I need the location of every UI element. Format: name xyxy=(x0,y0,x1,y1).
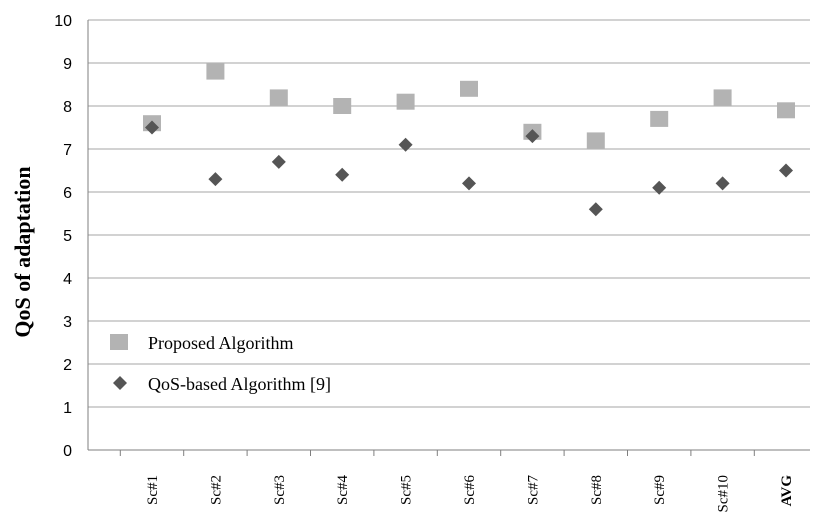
diamond-marker xyxy=(715,176,730,191)
x-tick-label: AVG xyxy=(779,475,795,507)
x-tick-label: Sc#4 xyxy=(335,475,351,506)
x-tick-labels: Sc#1 Sc#2 Sc#3 Sc#4 Sc#5 Sc#6 Sc#7 Sc#8 Sc#9 Sc#1… xyxy=(145,475,795,513)
y-tick-label: 9 xyxy=(63,56,72,73)
diamond-marker xyxy=(398,137,413,152)
y-tick-labels: 0 1 2 3 4 5 6 7 8 9 10 xyxy=(54,13,72,460)
square-marker xyxy=(650,110,669,127)
data-series xyxy=(143,63,795,217)
x-tick-label: Sc#5 xyxy=(399,475,415,505)
square-marker xyxy=(269,89,288,106)
square-marker xyxy=(206,63,225,80)
legend-square-icon xyxy=(110,334,128,350)
diamond-marker xyxy=(462,176,476,191)
y-tick-label: 2 xyxy=(63,357,72,374)
diamond-marker xyxy=(525,129,540,144)
y-tick-label: 6 xyxy=(63,185,72,202)
diamond-marker xyxy=(208,172,223,187)
square-marker xyxy=(586,132,605,149)
square-marker xyxy=(396,93,415,110)
diamond-marker xyxy=(588,202,603,217)
square-marker xyxy=(333,98,352,114)
y-axis-label: QoS of adaptation xyxy=(10,166,35,337)
axes xyxy=(87,20,810,456)
series-diamond xyxy=(145,120,793,217)
legend-label-proposed: Proposed Algorithm xyxy=(148,333,294,353)
x-tick-label: Sc#2 xyxy=(208,475,224,505)
y-tick-label: 10 xyxy=(54,13,72,30)
x-tick-label: Sc#7 xyxy=(525,475,541,506)
x-tick-label: Sc#9 xyxy=(652,475,668,505)
y-tick-label: 1 xyxy=(63,400,72,417)
square-marker xyxy=(460,80,478,97)
diamond-marker xyxy=(652,180,667,195)
y-tick-label: 4 xyxy=(63,271,72,288)
x-tick-label: Sc#1 xyxy=(145,475,161,505)
y-tick-label: 5 xyxy=(63,228,72,245)
legend-diamond-icon xyxy=(113,376,127,390)
y-tick-label: 7 xyxy=(63,142,72,159)
legend-label-qos: QoS-based Algorithm [9] xyxy=(148,374,331,394)
y-tick-label: 0 xyxy=(63,443,72,460)
y-tick-label: 8 xyxy=(63,99,72,116)
diamond-marker xyxy=(271,154,286,169)
x-tick-label: Sc#6 xyxy=(462,475,478,506)
x-tick-label: Sc#10 xyxy=(716,475,732,513)
square-marker xyxy=(777,102,795,119)
x-tick-label: Sc#3 xyxy=(272,475,288,505)
diamond-marker xyxy=(779,163,793,178)
gridlines xyxy=(88,19,810,408)
square-marker xyxy=(713,89,732,106)
y-tick-label: 3 xyxy=(63,314,72,331)
legend: Proposed Algorithm QoS-based Algorithm [9… xyxy=(110,333,331,394)
diamond-marker xyxy=(145,120,159,135)
x-tick-label: Sc#8 xyxy=(589,475,605,505)
diamond-marker xyxy=(335,167,350,182)
